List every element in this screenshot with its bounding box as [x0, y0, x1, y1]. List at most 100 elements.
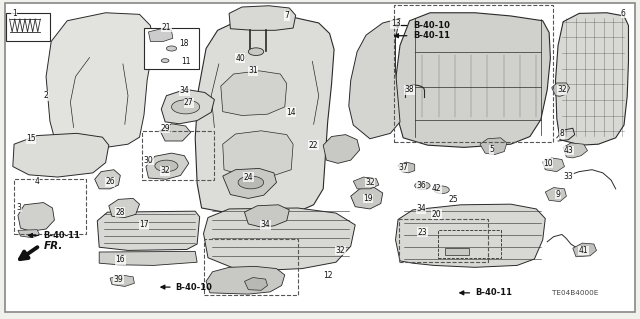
- Polygon shape: [396, 204, 545, 267]
- Bar: [394, 5, 553, 142]
- Text: 1: 1: [12, 9, 17, 18]
- Text: 15: 15: [26, 134, 36, 143]
- Polygon shape: [13, 133, 109, 177]
- Text: 16: 16: [115, 256, 125, 264]
- Polygon shape: [97, 211, 200, 250]
- Polygon shape: [398, 162, 415, 173]
- Polygon shape: [109, 198, 140, 218]
- Polygon shape: [18, 203, 54, 231]
- Polygon shape: [351, 188, 383, 209]
- Text: 6: 6: [621, 9, 626, 18]
- Bar: [142, 131, 214, 180]
- Polygon shape: [95, 170, 120, 189]
- Polygon shape: [229, 6, 296, 30]
- Text: 28: 28: [116, 208, 125, 217]
- Polygon shape: [349, 19, 400, 139]
- Text: B-40-11: B-40-11: [413, 31, 450, 40]
- Text: 33: 33: [563, 172, 573, 181]
- Text: 11: 11: [181, 57, 190, 66]
- Text: 31: 31: [248, 66, 258, 75]
- Text: 5: 5: [489, 145, 494, 154]
- Text: 23: 23: [417, 228, 428, 237]
- Text: 32: 32: [557, 85, 567, 94]
- Polygon shape: [545, 188, 566, 202]
- Text: 34: 34: [416, 204, 426, 213]
- Text: 34: 34: [260, 220, 271, 229]
- Text: 12: 12: [323, 271, 332, 280]
- Text: 4: 4: [35, 177, 40, 186]
- Polygon shape: [323, 135, 360, 163]
- Text: 40: 40: [235, 54, 245, 63]
- Text: 32: 32: [335, 246, 346, 255]
- Text: 41: 41: [579, 246, 589, 255]
- Circle shape: [166, 46, 177, 51]
- Text: 34: 34: [179, 86, 189, 95]
- Text: 19: 19: [363, 194, 373, 203]
- Circle shape: [248, 48, 264, 56]
- Text: B-40-11: B-40-11: [475, 288, 512, 297]
- Text: 8: 8: [559, 130, 564, 138]
- Text: 21: 21: [162, 23, 171, 32]
- Text: 2: 2: [44, 91, 49, 100]
- Text: 14: 14: [286, 108, 296, 117]
- Polygon shape: [573, 243, 596, 257]
- Text: 24: 24: [243, 173, 253, 182]
- Text: 42: 42: [431, 184, 442, 193]
- Polygon shape: [110, 275, 134, 286]
- Text: 38: 38: [404, 85, 415, 94]
- Text: 25: 25: [448, 195, 458, 204]
- Text: 30: 30: [143, 156, 154, 165]
- Polygon shape: [18, 230, 40, 238]
- Text: 36: 36: [416, 181, 426, 190]
- Polygon shape: [244, 278, 268, 290]
- Polygon shape: [552, 83, 570, 96]
- Circle shape: [161, 59, 169, 63]
- Text: 3: 3: [17, 203, 22, 212]
- Bar: [438, 230, 501, 258]
- Polygon shape: [244, 205, 289, 227]
- Text: 43: 43: [563, 146, 573, 155]
- Text: B-40-10: B-40-10: [413, 21, 450, 30]
- Circle shape: [415, 182, 430, 189]
- Bar: [144, 28, 199, 69]
- Text: 32: 32: [160, 166, 170, 175]
- Text: 9: 9: [556, 190, 561, 199]
- Circle shape: [434, 186, 449, 194]
- Polygon shape: [46, 13, 154, 148]
- Text: 29: 29: [160, 124, 170, 133]
- Text: B-40-10: B-40-10: [175, 283, 212, 292]
- Text: 18: 18: [180, 39, 189, 48]
- Text: 10: 10: [543, 159, 553, 168]
- Polygon shape: [160, 124, 191, 141]
- Polygon shape: [206, 266, 285, 294]
- Text: 17: 17: [139, 220, 149, 229]
- Text: 37: 37: [398, 163, 408, 172]
- Polygon shape: [396, 13, 550, 147]
- Polygon shape: [204, 208, 355, 271]
- Text: 32: 32: [365, 178, 375, 187]
- Bar: [399, 219, 488, 262]
- Polygon shape: [195, 17, 334, 216]
- Polygon shape: [353, 177, 379, 189]
- Bar: [6, 13, 50, 41]
- Bar: [204, 239, 298, 295]
- Polygon shape: [161, 89, 214, 124]
- Polygon shape: [99, 251, 197, 265]
- Text: TE04B4000E: TE04B4000E: [552, 290, 598, 296]
- Text: 26: 26: [105, 177, 115, 186]
- Polygon shape: [148, 29, 173, 41]
- Polygon shape: [223, 168, 276, 198]
- Polygon shape: [543, 158, 564, 172]
- Text: 22: 22: [309, 141, 318, 150]
- Polygon shape: [223, 131, 293, 176]
- Text: 13: 13: [390, 19, 401, 28]
- Bar: [14, 179, 86, 234]
- Bar: [445, 248, 469, 255]
- Text: B-40-11: B-40-11: [44, 231, 81, 240]
- Text: FR.: FR.: [44, 241, 63, 251]
- Circle shape: [238, 176, 264, 189]
- Polygon shape: [480, 138, 507, 155]
- Polygon shape: [146, 153, 189, 179]
- Polygon shape: [556, 13, 628, 145]
- Polygon shape: [563, 143, 588, 158]
